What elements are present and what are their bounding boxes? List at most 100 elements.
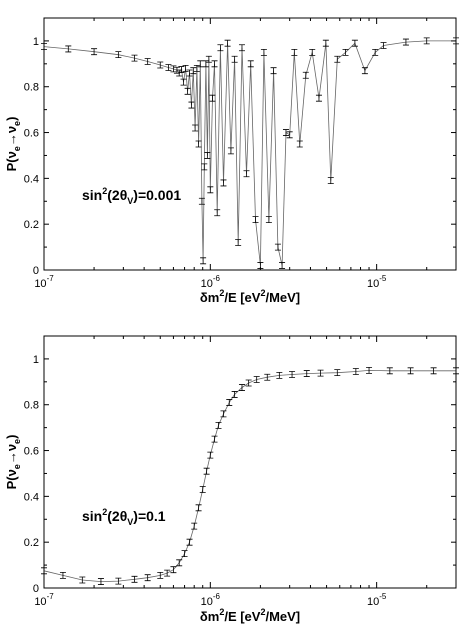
y-tick-label: 0.2 — [24, 219, 39, 231]
data-point — [195, 140, 202, 148]
data-point — [157, 61, 164, 69]
chart-panel-bottom: 0 0.2 0.4 0.6 0.8 1 10-7 10-6 10-5 P(νe→νe) δm2/… — [4, 335, 459, 624]
data-point — [198, 197, 205, 205]
data-point — [192, 124, 199, 132]
data-point — [423, 37, 430, 45]
data-point — [327, 177, 334, 185]
x-axis-title-bottom: δm2/E [eV2/MeV] — [200, 607, 300, 624]
data-point — [309, 48, 316, 56]
y-tick-label: 0.6 — [24, 446, 39, 458]
y-tick-label: 0.8 — [24, 400, 39, 412]
ticks-bottom: 0 0.2 0.4 0.6 0.8 1 10-7 10-6 10-5 — [24, 335, 456, 608]
data-point — [209, 94, 216, 102]
y-tick-label: 0.2 — [24, 537, 39, 549]
y-tick-label: 0 — [33, 583, 39, 595]
data-point — [265, 216, 272, 223]
data-point — [342, 48, 349, 56]
data-point — [231, 55, 238, 63]
data-point — [79, 576, 86, 584]
data-point — [238, 44, 245, 52]
x-tick-label: 10-7 — [34, 592, 54, 608]
data-point — [296, 140, 303, 148]
data-point — [317, 369, 324, 377]
data-point — [131, 575, 138, 583]
data-point — [181, 550, 188, 558]
x-tick-label: 10-7 — [34, 274, 54, 290]
data-point — [203, 467, 210, 475]
data-point — [59, 572, 66, 579]
x-axis-title-top: δm2/E [eV2/MeV] — [200, 288, 300, 305]
ticks-top: 0 0.2 0.4 0.6 0.8 1 10-7 10-6 10-5 — [24, 17, 456, 290]
data-point — [315, 94, 322, 102]
data-point — [386, 367, 393, 375]
y-tick-label: 0.6 — [24, 128, 39, 140]
series-line — [43, 40, 456, 266]
mixing-angle-annotation-bottom: sin2(2θV)=0.1 — [82, 507, 166, 527]
data-point — [430, 367, 437, 375]
data-point — [115, 577, 122, 585]
data-point — [291, 48, 298, 56]
data-point — [245, 379, 252, 387]
data-point — [231, 391, 238, 398]
data-point — [286, 131, 293, 139]
data-point — [214, 209, 221, 217]
data-point — [200, 257, 207, 265]
data-point — [220, 410, 227, 418]
data-point — [176, 559, 183, 567]
data-point — [276, 372, 283, 379]
data-point — [279, 262, 286, 269]
data-point — [252, 216, 259, 223]
data-point — [322, 39, 329, 47]
series-line — [43, 369, 456, 583]
data-point — [282, 129, 289, 136]
data-point — [211, 60, 218, 68]
data-point — [190, 67, 197, 75]
data-point — [115, 51, 122, 59]
plot-frame-top — [43, 17, 457, 271]
data-point — [164, 569, 171, 577]
data-point — [131, 54, 138, 62]
data-point — [184, 87, 191, 95]
x-tick-label: 10-5 — [367, 592, 387, 608]
data-point — [144, 574, 151, 582]
y-tick-label: 0.4 — [24, 491, 39, 503]
data-point — [180, 78, 187, 86]
data-point — [207, 451, 214, 459]
y-tick-label: 0 — [33, 265, 39, 277]
data-point — [215, 421, 222, 429]
data-point — [407, 367, 414, 375]
data-point — [205, 55, 212, 63]
data-point — [202, 60, 209, 68]
data-point — [303, 370, 310, 377]
chart-panel-top: 0 0.2 0.4 0.6 0.8 1 10-7 10-6 10-5 P(νe→νe) δm2/… — [4, 17, 459, 305]
data-point — [260, 48, 267, 56]
data-point — [334, 369, 341, 377]
data-point — [235, 239, 242, 246]
data-point — [238, 384, 245, 391]
y-axis-title-top: P(νe→νe) — [4, 117, 22, 172]
x-tick-label: 10-6 — [201, 592, 221, 608]
data-point — [211, 435, 218, 443]
data-point — [361, 67, 368, 75]
data-point — [351, 39, 358, 47]
data-marks-bottom — [41, 366, 459, 585]
data-point — [170, 65, 177, 73]
data-point — [352, 368, 359, 375]
data-point — [193, 65, 200, 72]
data-point — [41, 567, 47, 575]
y-axis-title-bottom: P(νe→νe) — [4, 435, 22, 490]
data-point — [195, 504, 202, 512]
data-point — [191, 522, 198, 530]
data-point — [186, 538, 193, 546]
data-point — [65, 45, 72, 53]
data-point — [220, 179, 227, 187]
data-point — [264, 373, 271, 381]
data-point — [274, 243, 281, 251]
data-point — [97, 578, 104, 585]
y-tick-label: 0.8 — [24, 82, 39, 94]
mixing-angle-annotation-top: sin2(2θV)=0.001 — [82, 186, 181, 206]
data-marks-top — [41, 37, 459, 269]
data-point — [165, 64, 172, 71]
x-tick-label: 10-6 — [201, 274, 221, 290]
